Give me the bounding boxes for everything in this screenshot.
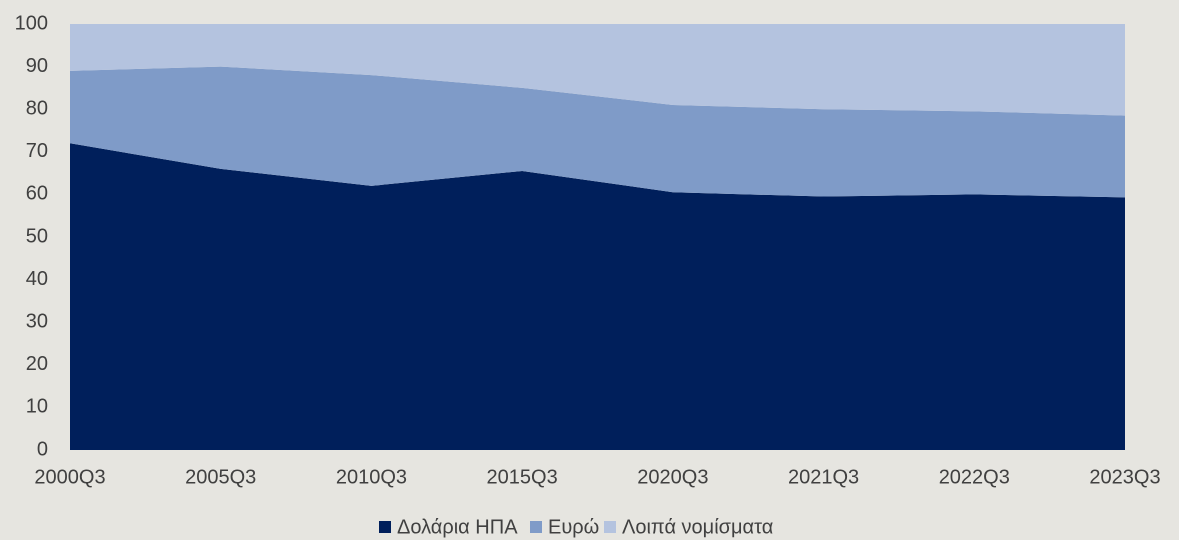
- area: [70, 66, 1125, 198]
- y-tick-label: 20: [26, 353, 48, 375]
- x-tick-label: 2023Q3: [1089, 466, 1160, 488]
- x-tick-label: 2021Q3: [788, 466, 859, 488]
- y-tick-label: 50: [26, 225, 48, 247]
- y-tick-label: 70: [26, 140, 48, 162]
- y-tick-label: 60: [26, 183, 48, 205]
- x-tick-label: 2020Q3: [637, 466, 708, 488]
- y-tick-label: 40: [26, 268, 48, 290]
- x-tick-label: 2005Q3: [185, 466, 256, 488]
- y-tick-label: 30: [26, 310, 48, 332]
- area: [70, 24, 1125, 116]
- y-tick-label: 80: [26, 97, 48, 119]
- legend-label: Ευρώ: [548, 516, 599, 538]
- y-tick-label: 10: [26, 396, 48, 418]
- x-tick-label: 2000Q3: [34, 466, 105, 488]
- x-tick-label: 2015Q3: [487, 466, 558, 488]
- legend-label: Δολάρια ΗΠΑ: [397, 516, 518, 538]
- x-tick-label: 2010Q3: [336, 466, 407, 488]
- area: [70, 143, 1125, 450]
- y-tick-label: 0: [37, 438, 48, 460]
- legend-swatch: [604, 521, 616, 533]
- legend-swatch: [530, 521, 542, 533]
- x-tick-label: 2022Q3: [939, 466, 1010, 488]
- legend-swatch: [379, 521, 391, 533]
- y-tick-label: 90: [26, 55, 48, 77]
- y-tick-label: 100: [15, 12, 48, 34]
- legend-label: Λοιπά νομίσματα: [622, 516, 773, 538]
